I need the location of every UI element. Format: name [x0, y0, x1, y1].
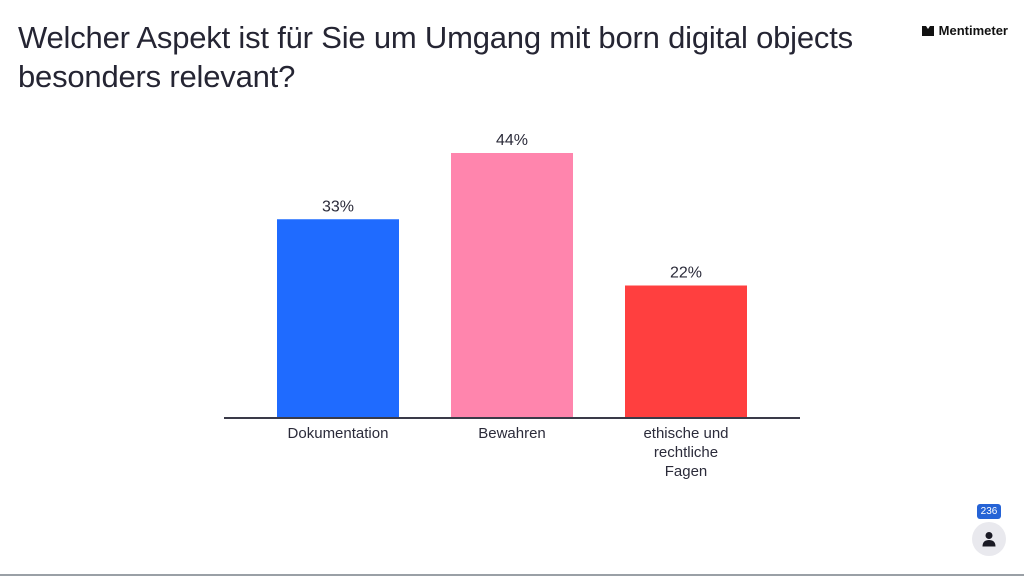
bottom-divider: [0, 574, 1024, 576]
mentimeter-icon: [921, 25, 934, 36]
bar-1: [451, 153, 573, 418]
bar-value-label: 22%: [670, 265, 702, 282]
category-label: Dokumentation: [287, 425, 389, 442]
response-count-badge: 236: [977, 504, 1001, 519]
brand-name: Mentimeter: [938, 23, 1008, 38]
bar-value-label: 33%: [322, 198, 354, 215]
category-label: ethische und rechtliche Fagen: [643, 425, 729, 480]
mentimeter-logo: Mentimeter: [921, 23, 1008, 38]
category-label: Bewahren: [478, 425, 546, 442]
bar-value-label: 44%: [496, 132, 528, 149]
participants-button[interactable]: [972, 522, 1006, 556]
bar-2: [625, 285, 747, 418]
bar-0: [277, 219, 399, 418]
question-title: Welcher Aspekt ist für Sie um Umgang mit…: [18, 20, 853, 94]
person-icon: [982, 532, 996, 547]
responses-indicator[interactable]: 236: [972, 504, 1006, 556]
